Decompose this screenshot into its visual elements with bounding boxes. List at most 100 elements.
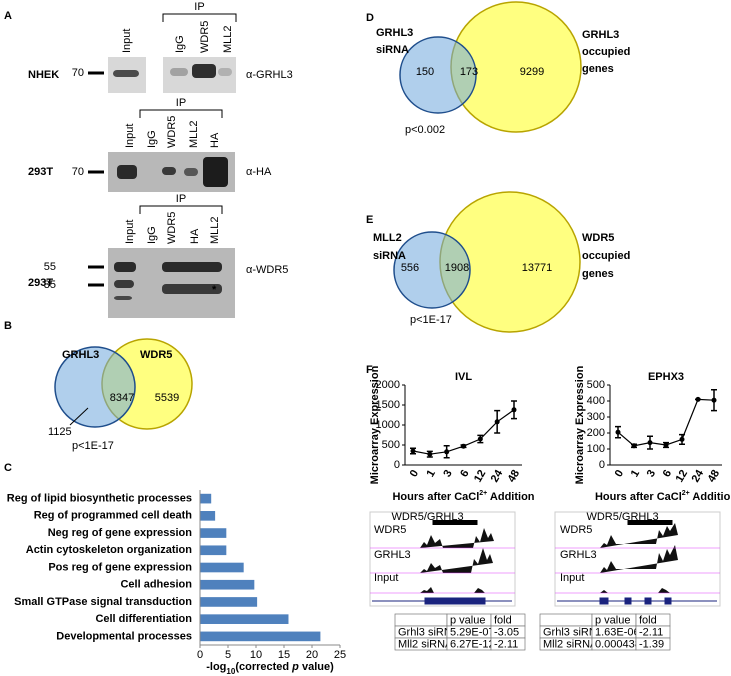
blot-band xyxy=(184,168,198,176)
ip-label: IP xyxy=(176,97,186,109)
blot-band xyxy=(170,68,188,76)
label-part: (corrected xyxy=(235,661,292,673)
point xyxy=(410,448,416,454)
venn-label: WDR5 xyxy=(140,349,172,361)
antibody: α-HA xyxy=(246,166,272,178)
blot-band xyxy=(192,64,216,78)
venn-label: GRHL3 xyxy=(62,349,99,361)
table-cell xyxy=(394,613,448,627)
venn-value: 556 xyxy=(401,262,419,274)
venn-value: 1908 xyxy=(445,262,469,274)
venn-value: 1125 xyxy=(48,426,72,438)
table-text: fold xyxy=(639,614,657,626)
label-part: Hours after CaCl xyxy=(595,491,682,503)
table-text: p value xyxy=(595,614,630,626)
label-part: 2+ xyxy=(479,490,487,497)
region-bar xyxy=(627,520,673,525)
x-tick-label: 5 xyxy=(225,649,231,661)
bar xyxy=(200,511,216,521)
panel-label: B xyxy=(4,320,12,332)
x-tick-label: 3 xyxy=(441,468,454,479)
table-text: 6.27E-12 xyxy=(450,638,495,650)
lane-label: MLL2 xyxy=(209,216,221,244)
x-tick-label: 12 xyxy=(472,468,489,485)
peak xyxy=(600,545,678,573)
point xyxy=(647,440,653,446)
lane-label: IgG xyxy=(174,35,186,53)
lane-label: MLL2 xyxy=(188,120,200,148)
venn-label: siRNA xyxy=(373,250,406,262)
size-marker: 70 xyxy=(72,166,84,178)
table-text: Grhl3 siRNA xyxy=(398,626,460,638)
table-text: -2.11 xyxy=(639,626,663,638)
table-text: 5.29E-07 xyxy=(450,626,495,638)
x-tick-label: 3 xyxy=(645,468,658,479)
track-peaks xyxy=(420,523,678,593)
track-label: GRHL3 xyxy=(374,549,411,561)
point xyxy=(427,451,433,457)
point xyxy=(695,396,701,402)
lane-label: HA xyxy=(189,228,201,244)
table-cell xyxy=(635,637,671,651)
gene-exon xyxy=(664,597,672,605)
peak xyxy=(420,548,493,573)
x-tick-label: 1 xyxy=(424,468,437,479)
venn-value: 8347 xyxy=(110,392,134,404)
venn-label: siRNA xyxy=(376,44,409,56)
panel-label: D xyxy=(366,12,374,24)
antibody: α-GRHL3 xyxy=(246,69,293,81)
leader-line xyxy=(69,407,89,426)
bar xyxy=(200,614,289,624)
bar xyxy=(200,493,212,504)
panel-label: C xyxy=(4,462,12,474)
venn-label: genes xyxy=(582,63,614,75)
label-part: Addition xyxy=(487,491,535,503)
blot-band xyxy=(218,68,232,76)
table-text: -2.11 xyxy=(494,638,518,650)
point xyxy=(494,419,500,425)
blot-band xyxy=(113,70,139,77)
venn-label: occupied xyxy=(582,46,630,58)
point xyxy=(461,443,466,449)
p-value: p<1E-17 xyxy=(72,440,114,452)
venn-value: 13771 xyxy=(522,262,553,274)
bar xyxy=(200,579,255,590)
label-part: 10 xyxy=(226,667,235,676)
peak xyxy=(600,523,678,548)
y-tick-label: 500 xyxy=(587,379,605,391)
lane-label: IgG xyxy=(146,130,158,148)
antibody: α-WDR5 xyxy=(246,264,288,276)
point xyxy=(615,429,621,435)
blot-band xyxy=(114,262,136,272)
chart-title: EPHX3 xyxy=(648,371,684,383)
lane-label: WDR5 xyxy=(199,21,211,53)
gene-exon xyxy=(644,597,652,605)
gene-models xyxy=(372,597,717,605)
lane-label: MLL2 xyxy=(222,25,234,53)
x-tick-label: 10 xyxy=(250,649,262,661)
peak xyxy=(420,528,494,548)
x-tick-label: 24 xyxy=(690,467,707,484)
ip-bracket xyxy=(162,13,237,22)
venn-label: genes xyxy=(582,268,614,280)
bar xyxy=(200,562,244,573)
x-tick-label: 24 xyxy=(489,467,506,484)
x-tick-label: 20 xyxy=(306,649,318,661)
gene-exon xyxy=(424,597,486,605)
y-tick-label: 100 xyxy=(587,443,605,455)
lane-label: Input xyxy=(121,29,133,53)
venn-circle xyxy=(54,346,136,428)
table-text: p value xyxy=(450,614,485,626)
bar xyxy=(200,545,227,556)
table-text: -3.05 xyxy=(494,626,519,638)
y-tick-label: 2000 xyxy=(376,379,400,391)
track-title: WDR5/GRHL3 xyxy=(391,511,463,523)
category-label: Small GTPase signal transduction xyxy=(14,596,192,608)
blot-band xyxy=(162,284,222,294)
gene-exon xyxy=(624,597,632,605)
venn-value: 173 xyxy=(460,66,478,78)
cell-line: 293T xyxy=(28,166,53,178)
x-axis-label: Hours after CaCl2+ Addition xyxy=(595,490,731,503)
track-label: WDR5 xyxy=(374,524,406,536)
